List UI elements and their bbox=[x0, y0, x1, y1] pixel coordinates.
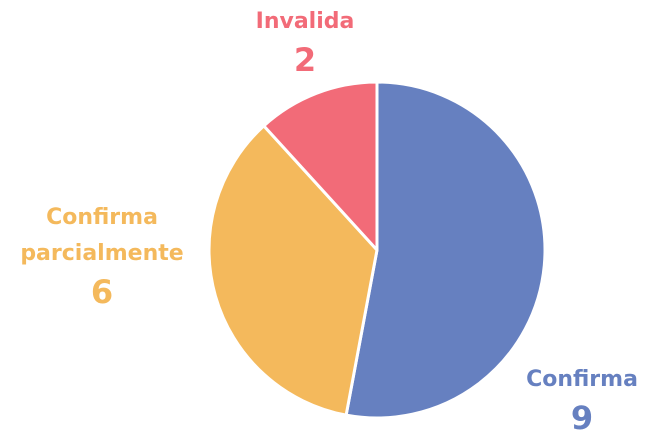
value-label: 6 bbox=[90, 273, 114, 311]
pie-slice bbox=[207, 124, 379, 417]
category-label: Confirma bbox=[526, 367, 638, 392]
value-label: 2 bbox=[293, 41, 317, 79]
pie-slice bbox=[344, 80, 547, 420]
value-label: 9 bbox=[570, 399, 594, 437]
slice-label: Confirma 9 bbox=[507, 362, 650, 438]
slice-label: Invalida 2 bbox=[230, 4, 380, 80]
slice-label: Confirma parcialmente 6 bbox=[2, 200, 202, 312]
pie-slice bbox=[262, 80, 379, 252]
category-label: Confirma parcialmente bbox=[20, 205, 184, 266]
category-label: Invalida bbox=[255, 9, 355, 34]
